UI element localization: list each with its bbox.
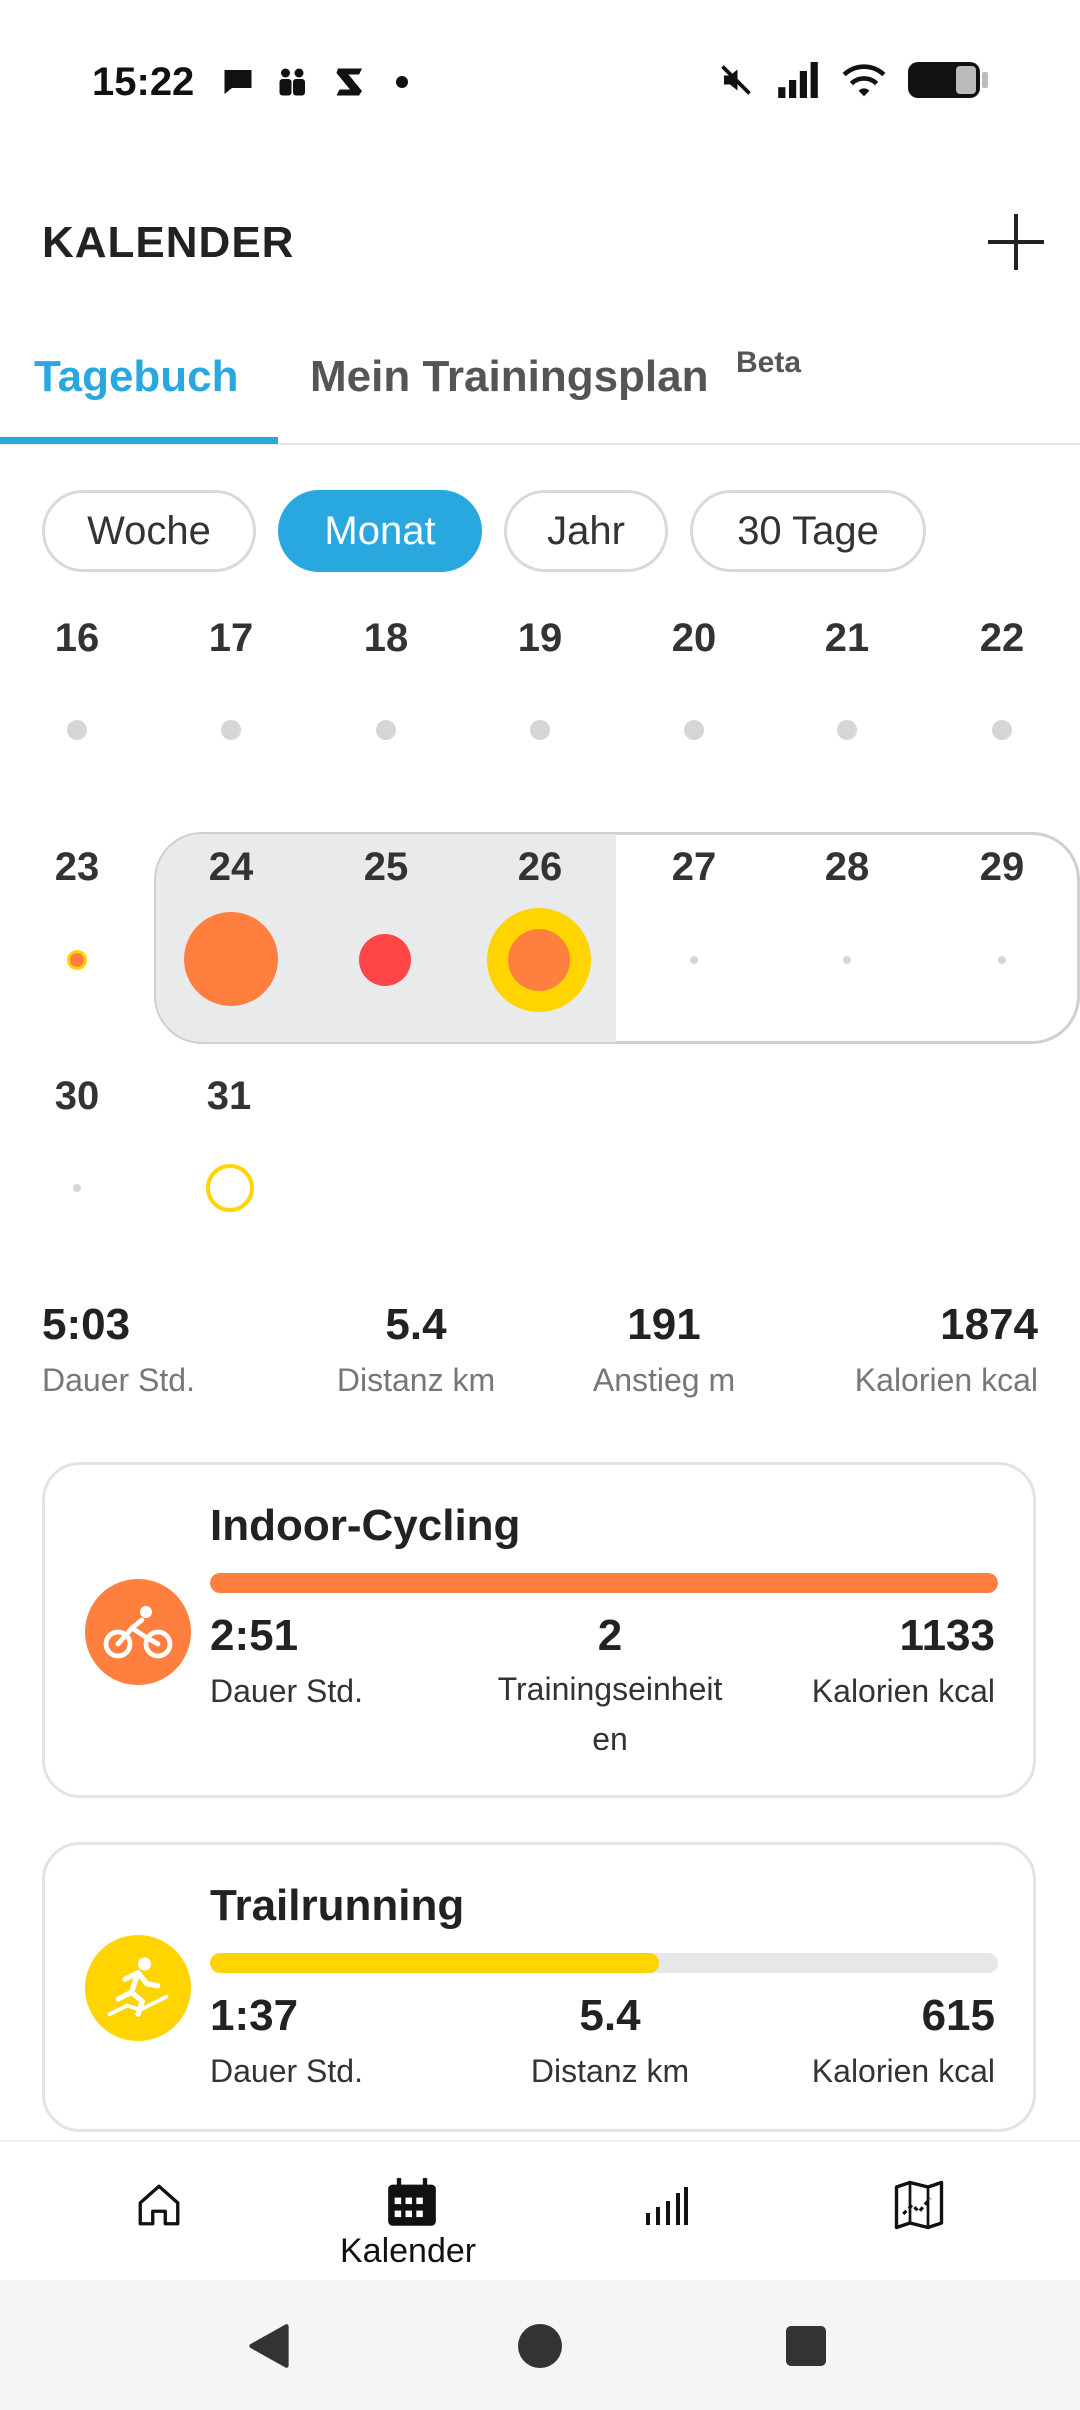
card-sessions-label: Trainingseinheit en xyxy=(497,1671,723,1757)
day-21[interactable]: 21 xyxy=(824,616,870,660)
recents-icon[interactable] xyxy=(786,2326,826,2366)
card-distance-value: 5.4 xyxy=(579,1991,641,2040)
progress-bar-fill xyxy=(210,1573,998,1593)
beta-badge: Beta xyxy=(736,346,802,379)
back-icon[interactable] xyxy=(246,2322,292,2370)
summary-duration-value: 5:03 xyxy=(42,1300,131,1349)
summary-distance-label: Distanz km xyxy=(336,1362,496,1398)
notification-icons xyxy=(220,64,408,100)
more-notifications-icon xyxy=(396,76,408,88)
summary-ascent-label: Anstieg m xyxy=(592,1362,736,1398)
day-empty-dot xyxy=(992,720,1012,740)
filter-30-tage[interactable]: 30 Tage xyxy=(690,490,926,572)
day-empty-dot xyxy=(690,956,698,964)
day-empty-dot xyxy=(73,1184,81,1192)
filter-woche[interactable]: Woche xyxy=(42,490,256,572)
battery-icon xyxy=(908,62,988,98)
day-empty-dot xyxy=(67,720,87,740)
tab-active-indicator xyxy=(0,437,278,444)
day-empty-dot xyxy=(837,720,857,740)
add-icon[interactable] xyxy=(984,210,1048,274)
summary-calories-value: 1874 xyxy=(940,1300,1038,1349)
tab-divider xyxy=(0,443,1080,445)
status-time: 15:22 xyxy=(92,60,195,104)
activity-card-indoor-cycling[interactable]: Indoor-Cycling 2:51 Dauer Std. 2 Trainin… xyxy=(42,1462,1036,1798)
calendar-icon[interactable] xyxy=(386,2178,438,2228)
day-27[interactable]: 27 xyxy=(671,845,717,889)
home-circle-icon[interactable] xyxy=(518,2324,562,2368)
day-31[interactable]: 31 xyxy=(206,1074,252,1118)
progress-bar-fill xyxy=(210,1953,660,1973)
map-icon[interactable] xyxy=(892,2178,946,2232)
filter-jahr[interactable]: Jahr xyxy=(504,490,668,572)
day-empty-dot xyxy=(221,720,241,740)
progress-bar xyxy=(210,1573,998,1593)
day-23[interactable]: 23 xyxy=(54,845,100,889)
day-empty-dot xyxy=(843,956,851,964)
card-calories-label: Kalorien kcal xyxy=(811,2053,995,2089)
day-16[interactable]: 16 xyxy=(54,616,100,660)
day-22[interactable]: 22 xyxy=(979,616,1025,660)
card-duration-label: Dauer Std. xyxy=(210,1673,363,1709)
card-duration-value: 1:37 xyxy=(210,1991,299,2040)
summary-calories-label: Kalorien kcal xyxy=(854,1362,1038,1398)
card-title: Trailrunning xyxy=(210,1881,465,1930)
z-app-icon xyxy=(336,68,362,96)
day-25[interactable]: 25 xyxy=(363,845,409,889)
card-duration-value: 2:51 xyxy=(210,1611,299,1660)
activity-marker-cycling xyxy=(184,912,278,1006)
day-empty-dot xyxy=(376,720,396,740)
teams-icon xyxy=(279,68,305,96)
statistics-icon[interactable] xyxy=(642,2180,690,2230)
filter-monat[interactable]: Monat xyxy=(278,490,482,572)
activity-marker-small xyxy=(67,950,87,970)
activity-marker-red xyxy=(359,934,411,986)
day-17[interactable]: 17 xyxy=(208,616,254,660)
tab-trainingsplan[interactable]: Mein Trainingsplan xyxy=(310,352,709,401)
system-status-icons xyxy=(718,60,988,100)
activity-card-trailrunning[interactable]: Trailrunning 1:37 Dauer Std. 5.4 Distanz… xyxy=(42,1842,1036,2132)
card-calories-value: 1133 xyxy=(899,1611,995,1660)
wifi-icon xyxy=(842,64,886,97)
day-empty-dot xyxy=(998,956,1006,964)
summary-distance-value: 5.4 xyxy=(385,1300,447,1349)
card-duration-label: Dauer Std. xyxy=(210,2053,363,2089)
tab-tagebuch[interactable]: Tagebuch xyxy=(34,352,239,401)
home-icon[interactable] xyxy=(134,2180,184,2230)
mute-icon xyxy=(721,65,751,95)
system-navigation-bar xyxy=(0,2280,1080,2410)
summary-duration-label: Dauer Std. xyxy=(42,1362,195,1398)
day-empty-dot xyxy=(684,720,704,740)
chat-bubble-icon xyxy=(224,70,252,94)
card-sessions-value: 2 xyxy=(597,1611,623,1660)
day-28[interactable]: 28 xyxy=(824,845,870,889)
progress-bar xyxy=(210,1953,998,1973)
summary-ascent-value: 191 xyxy=(627,1300,701,1349)
card-distance-label: Distanz km xyxy=(530,2053,690,2089)
trailrunning-icon xyxy=(85,1935,191,2041)
signal-icon xyxy=(778,62,818,98)
planned-activity-marker xyxy=(206,1164,254,1212)
activity-marker-cycling-inner xyxy=(508,929,570,991)
day-20[interactable]: 20 xyxy=(671,616,717,660)
card-title: Indoor-Cycling xyxy=(210,1501,521,1550)
bottom-navigation: Kalender xyxy=(0,2140,1080,2282)
card-calories-value: 615 xyxy=(921,1991,995,2040)
day-18[interactable]: 18 xyxy=(363,616,409,660)
day-26[interactable]: 26 xyxy=(517,845,563,889)
page-title: KALENDER xyxy=(42,218,295,267)
nav-label-kalender[interactable]: Kalender xyxy=(340,2232,477,2270)
cycling-icon xyxy=(85,1579,191,1685)
card-calories-label: Kalorien kcal xyxy=(811,1673,995,1709)
day-30[interactable]: 30 xyxy=(54,1074,100,1118)
day-29[interactable]: 29 xyxy=(979,845,1025,889)
day-empty-dot xyxy=(530,720,550,740)
day-19[interactable]: 19 xyxy=(517,616,563,660)
day-24[interactable]: 24 xyxy=(208,845,254,889)
